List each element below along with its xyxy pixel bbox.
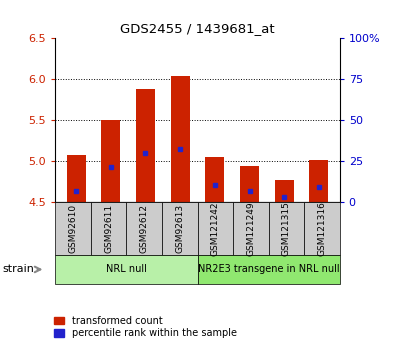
Bar [67, 155, 86, 202]
Bar [309, 160, 328, 202]
Bar [205, 157, 224, 202]
Text: GSM92612: GSM92612 [140, 204, 149, 253]
Text: GSM121316: GSM121316 [318, 201, 326, 256]
Bar [136, 89, 155, 202]
Text: GSM121242: GSM121242 [211, 201, 220, 256]
Bar [275, 180, 294, 202]
Bar [171, 76, 190, 202]
Text: strain: strain [2, 265, 34, 274]
Text: GDS2455 / 1439681_at: GDS2455 / 1439681_at [120, 22, 275, 36]
Bar [240, 166, 259, 202]
Legend: transformed count, percentile rank within the sample: transformed count, percentile rank withi… [52, 314, 239, 340]
Text: GSM121249: GSM121249 [246, 201, 255, 256]
Bar [101, 120, 120, 202]
Text: GSM121315: GSM121315 [282, 201, 291, 256]
Text: GSM92613: GSM92613 [175, 204, 184, 253]
Text: NRL null: NRL null [106, 265, 147, 274]
Text: NR2E3 transgene in NRL null: NR2E3 transgene in NRL null [198, 265, 339, 274]
Text: GSM92611: GSM92611 [104, 204, 113, 253]
Text: GSM92610: GSM92610 [69, 204, 77, 253]
